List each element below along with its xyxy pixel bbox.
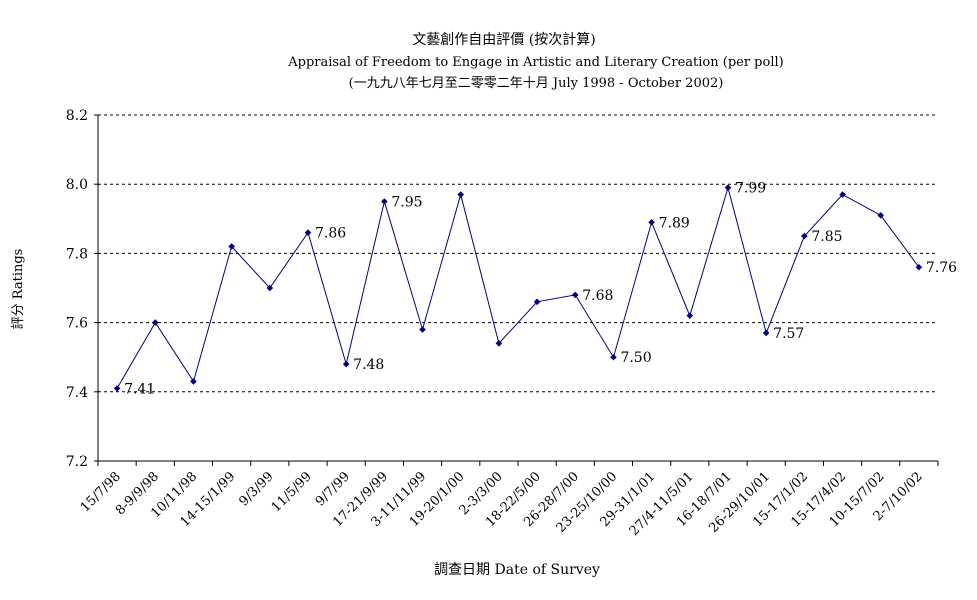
data-label: 7.86: [315, 226, 346, 242]
x-tick-label: 11/5/99: [269, 469, 315, 515]
data-point: [877, 212, 885, 219]
data-point: [266, 284, 274, 292]
y-axis-tick-labels: 7.2 7.4 7.6 7.8 8.0 8.2: [66, 108, 88, 470]
data-point: [724, 184, 732, 191]
data-label: 7.95: [391, 195, 422, 211]
data-point: [648, 218, 655, 226]
series-ratings: [113, 184, 923, 392]
data-point: [686, 312, 694, 319]
data-point: [610, 353, 617, 361]
data-point: [762, 329, 770, 337]
x-axis-tick-labels: 15/7/988-9/9/9810/11/9814-15/1/999/3/991…: [78, 469, 926, 539]
chart-subtitle: Appraisal of Freedom to Engage in Artist…: [287, 55, 783, 70]
y-tick-label: 7.8: [66, 246, 88, 262]
data-point: [304, 229, 312, 236]
data-label: 7.68: [582, 288, 613, 304]
data-label: 7.50: [620, 350, 651, 366]
data-point: [571, 291, 579, 299]
data-point: [915, 263, 923, 271]
data-label: 7.76: [926, 260, 957, 276]
data-point: [495, 340, 503, 347]
data-label: 7.85: [811, 229, 842, 245]
x-axis-title: 調查日期 Date of Survey: [434, 562, 600, 578]
chart-title: 文藝創作自由評價 (按次計算): [412, 31, 595, 48]
y-tick-label: 7.2: [66, 454, 88, 470]
data-point: [457, 191, 465, 198]
data-point: [381, 198, 388, 205]
data-labels: 7.41 7.86 7.48 7.95 7.68 7.50 7.89 7.99 7.57 7.85…: [124, 181, 957, 398]
y-axis-title: 評分 Ratings: [11, 249, 26, 330]
data-label: 7.89: [659, 215, 690, 231]
chart-subtitle-dates: (一九九八年七月至二零零二年十月 July 1998 - October 200…: [349, 76, 724, 91]
y-tick-label: 7.6: [66, 316, 88, 332]
data-point: [113, 385, 121, 392]
y-tick-label: 7.4: [66, 385, 88, 401]
data-point: [151, 319, 159, 326]
series-line: [116, 185, 920, 389]
y-tick-label: 8.2: [66, 108, 88, 124]
data-label: 7.41: [124, 381, 155, 397]
data-label: 7.99: [735, 181, 766, 197]
data-label: 7.57: [773, 326, 804, 342]
data-point: [801, 232, 808, 240]
y-tick-label: 8.0: [66, 177, 88, 193]
data-point: [228, 243, 235, 250]
axes: [97, 115, 939, 466]
data-point: [839, 191, 846, 198]
data-point: [419, 326, 426, 333]
gridlines: [94, 114, 938, 462]
data-point: [533, 298, 541, 306]
data-label: 7.48: [353, 357, 384, 373]
data-point: [342, 360, 350, 368]
data-point: [190, 378, 197, 385]
